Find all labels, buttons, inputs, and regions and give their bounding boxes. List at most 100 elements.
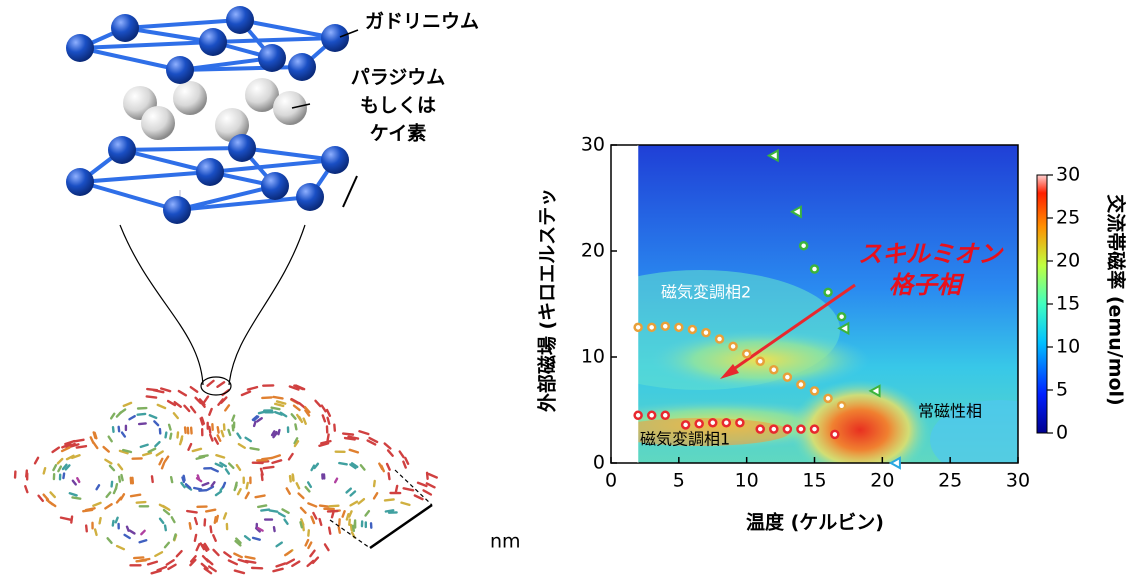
atom [173,81,207,115]
bond [79,170,211,184]
annotation: 格子相 [889,271,965,299]
spin [400,501,411,507]
spin [358,430,370,436]
marker [755,356,765,366]
spin [273,410,283,416]
spin [236,432,242,440]
spin [148,414,158,420]
spin [189,555,197,563]
marker [782,372,793,382]
spin [104,458,113,465]
colorbar-tick-label: 30 [1056,164,1080,186]
spin [167,423,172,431]
spin [213,515,217,524]
x-tick-label: 15 [802,470,826,492]
spin [200,416,206,425]
spin [175,549,183,558]
spin [201,543,208,552]
spin [132,556,145,560]
spin [155,450,164,457]
bond [179,56,273,72]
atom [228,134,256,162]
spin [42,466,47,475]
x-tick-label: 10 [735,470,759,492]
spin [294,423,298,431]
spin [216,425,220,434]
spin [76,477,81,484]
spin [170,516,176,524]
spin [72,438,85,443]
spin [61,463,68,471]
bond [121,148,211,174]
spin [252,415,260,422]
annotation: スキルミオン [858,240,1004,268]
spin [199,542,206,551]
spin [304,409,311,417]
marker [687,324,698,335]
spin [169,432,173,440]
marker [633,410,643,421]
spin [105,491,112,499]
spin [75,444,88,449]
spin [120,431,127,438]
spin [338,461,348,466]
spin [121,448,133,454]
spin [111,425,115,434]
label: ケイ素 [370,122,427,145]
spin [120,473,124,482]
spin [387,472,391,481]
spin [153,420,160,427]
spin [293,437,299,445]
spin [302,417,307,425]
spin [364,509,371,517]
marker [769,364,779,375]
atom [273,91,307,125]
spin [203,542,210,551]
atom [245,78,279,112]
spin [71,496,82,500]
spin [129,493,142,498]
spin [135,500,147,504]
colorbar-tick-label: 20 [1056,250,1080,272]
spin [92,501,102,507]
spin [349,523,353,532]
spin [139,557,151,562]
spin [146,560,159,566]
spin [235,463,242,472]
atom [258,44,286,72]
marker [789,205,802,219]
bond [79,40,214,50]
spin [49,491,56,499]
atom [163,196,191,224]
colorbar [1036,174,1048,434]
marker [836,311,847,322]
spin [219,461,228,468]
spin [341,510,346,518]
marker [735,417,745,428]
spin [240,390,252,397]
bond [241,146,336,162]
spin [227,559,238,566]
spin [224,404,231,412]
marker [633,322,643,333]
spin [341,432,355,436]
spin [260,508,271,512]
spin [349,490,357,497]
marker [766,148,779,163]
spin [348,448,360,454]
spin [337,525,341,534]
spin [68,443,80,449]
spin [327,526,332,535]
colorbar-tick-label: 10 [1056,336,1080,358]
atom [261,172,289,200]
spin [45,498,54,506]
spin [244,555,256,560]
spin [118,408,127,415]
spin [106,537,113,545]
spin [284,549,293,557]
spin [92,431,97,440]
marker [830,429,840,440]
marker [837,321,850,336]
marker [868,384,881,398]
x-tick-label: 20 [870,470,894,492]
